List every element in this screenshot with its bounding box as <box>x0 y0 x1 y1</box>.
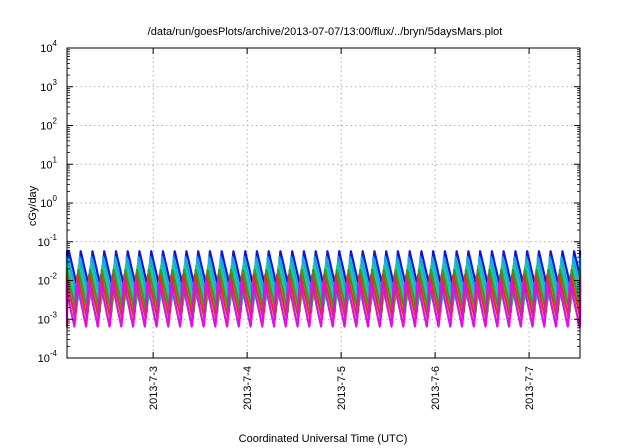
y-tick-label: 102 <box>40 117 57 133</box>
y-tick-label: 10-2 <box>38 272 58 288</box>
x-tick-label: 2013-7-5 <box>336 366 348 410</box>
y-axis: 10-4 10-3 10-2 10-1 100 101 102 103 104 <box>38 39 580 365</box>
x-tick-label: 2013-7-4 <box>242 366 254 410</box>
series-line <box>65 281 582 328</box>
y-tick-label: 10-3 <box>38 310 58 326</box>
y-tick-label: 101 <box>40 155 57 171</box>
x-tick-label: 2013-7-7 <box>524 366 536 410</box>
y-tick-label: 10-4 <box>38 349 58 365</box>
x-tick-label: 2013-7-3 <box>148 366 160 410</box>
x-axis-label: Coordinated Universal Time (UTC) <box>239 433 408 445</box>
x-axis: 2013-7-3 2013-7-4 2013-7-5 2013-7-6 2013-7-7 <box>148 48 536 410</box>
x-tick-label: 2013-7-6 <box>430 366 442 410</box>
y-tick-label: 10-1 <box>38 233 58 249</box>
series-layer <box>65 250 582 328</box>
chart-title: /data/run/goesPlots/archive/2013-07-07/1… <box>148 26 503 38</box>
y-axis-label: cGy/day <box>27 185 39 226</box>
y-tick-label: 100 <box>40 194 57 210</box>
y-tick-label: 104 <box>40 39 57 55</box>
y-tick-label: 103 <box>40 78 57 94</box>
